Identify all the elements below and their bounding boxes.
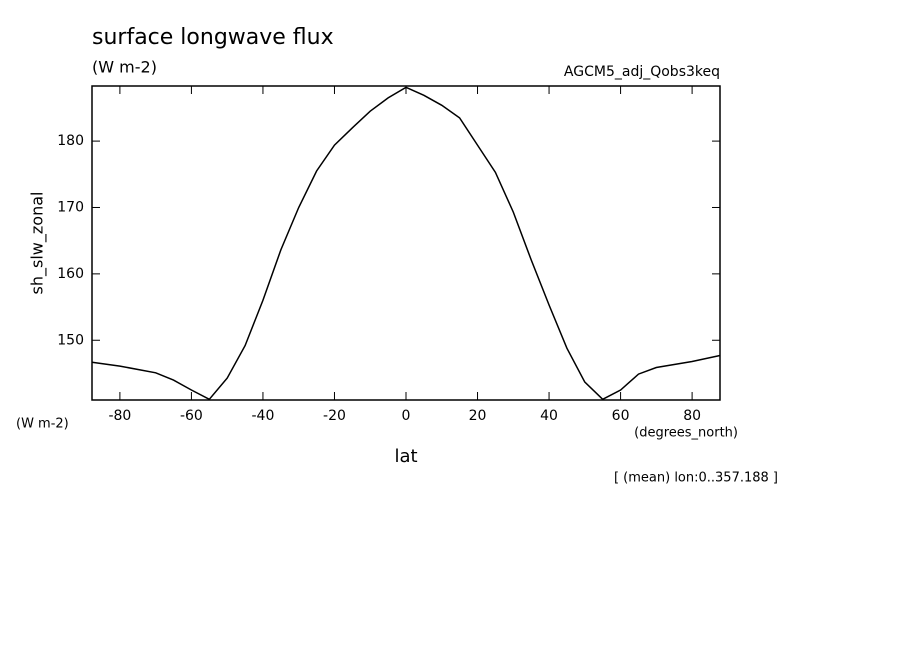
x-tick-label: 0 bbox=[402, 408, 411, 424]
x-tick-label: -40 bbox=[252, 408, 275, 424]
x-axis-label: lat bbox=[394, 446, 417, 467]
dataset: AGCM5_adj_Qobs3keq bbox=[564, 64, 720, 80]
x-tick-label: 20 bbox=[469, 408, 487, 424]
x-tick-label: -80 bbox=[108, 408, 131, 424]
chart-title: surface longwave flux bbox=[92, 25, 334, 50]
x-tick-label: 60 bbox=[612, 408, 630, 424]
x-tick-label: 80 bbox=[683, 408, 701, 424]
units: (W m-2) bbox=[92, 58, 157, 77]
x-tick-label: 40 bbox=[540, 408, 558, 424]
y-axis-label: sh_slw_zonal bbox=[28, 192, 48, 295]
note: [ (mean) lon:0..357.188 ] bbox=[614, 471, 778, 486]
y-tick-label: 170 bbox=[57, 199, 84, 215]
x-tick-label: -60 bbox=[180, 408, 203, 424]
x-units: (degrees_north) bbox=[634, 426, 738, 441]
data-line bbox=[91, 86, 721, 401]
y-units: (W m-2) bbox=[16, 417, 69, 432]
y-tick-label: 160 bbox=[57, 266, 84, 282]
y-tick-label: 150 bbox=[57, 332, 84, 348]
plot-frame bbox=[91, 85, 721, 401]
y-tick-label: 180 bbox=[57, 133, 84, 149]
x-tick-label: -20 bbox=[323, 408, 346, 424]
